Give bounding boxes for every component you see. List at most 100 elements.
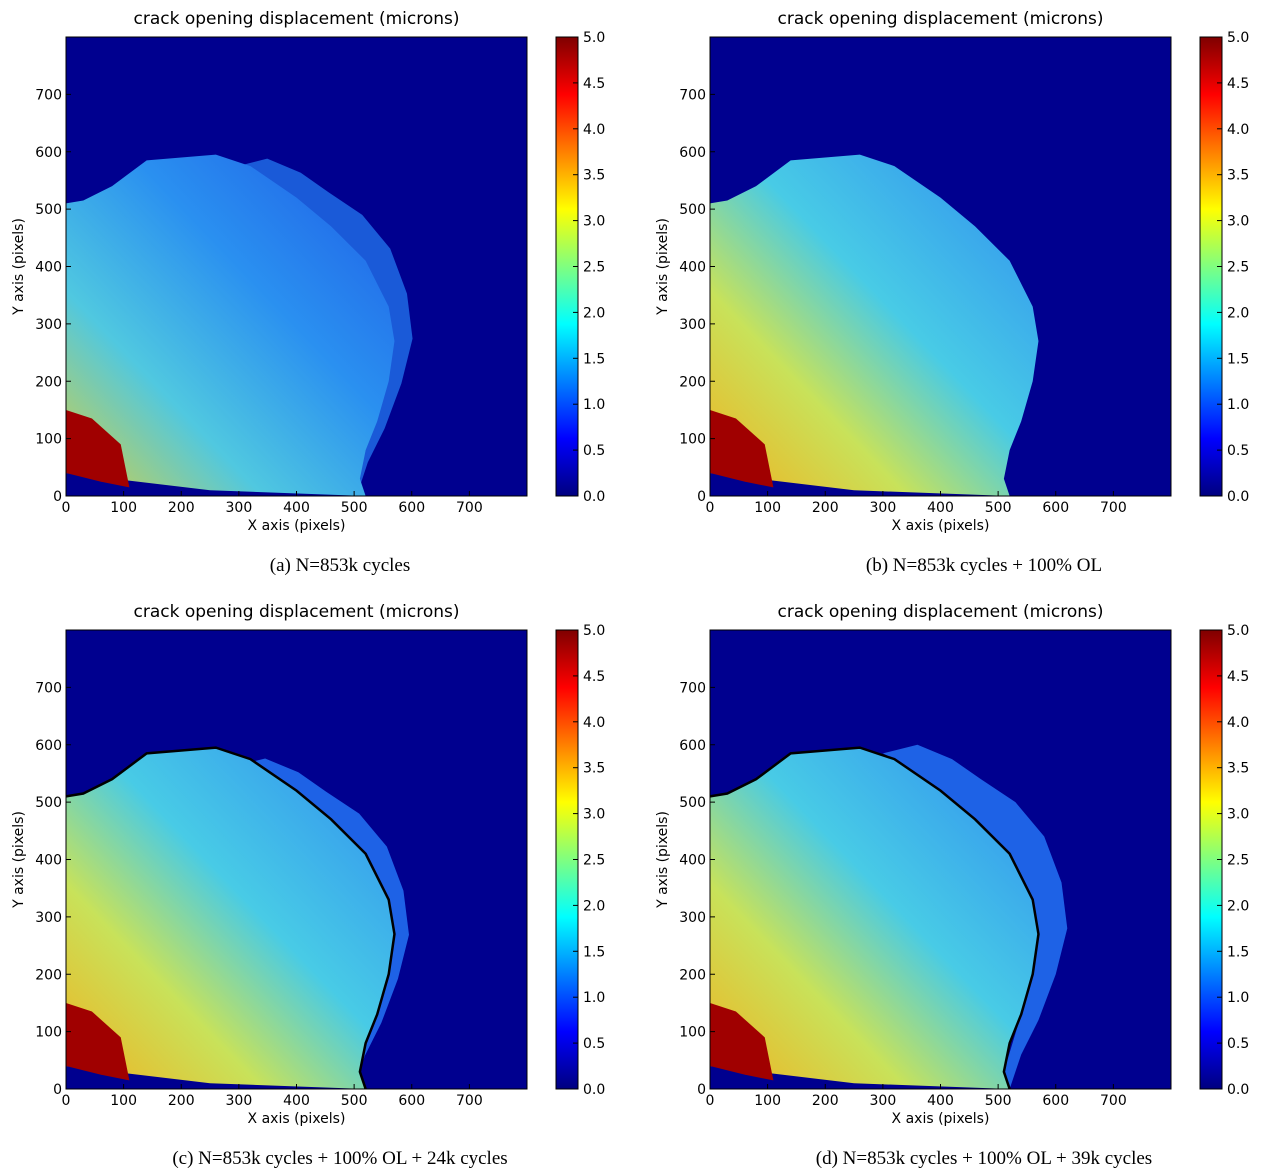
y-tick-label: 400 <box>35 853 62 869</box>
x-tick-label: 700 <box>456 500 483 516</box>
colorbar-tick-label: 4.0 <box>583 715 605 731</box>
y-tick-label: 100 <box>35 1025 62 1041</box>
colorbar-tick-label: 2.5 <box>1227 260 1249 276</box>
x-tick-label: 200 <box>168 500 195 516</box>
y-axis-label: Y axis (pixels) <box>11 811 27 909</box>
x-tick-label: 600 <box>398 500 425 516</box>
x-tick-label: 700 <box>1100 1093 1127 1109</box>
colorbar-tick-label: 3.0 <box>1227 214 1249 230</box>
y-axis-label: Y axis (pixels) <box>11 218 27 316</box>
colorbar-tick-label: 4.0 <box>1227 715 1249 731</box>
x-tick-label: 100 <box>754 500 781 516</box>
x-axis-label: X axis (pixels) <box>248 518 346 534</box>
x-tick-label: 500 <box>985 500 1012 516</box>
y-tick-label: 300 <box>35 317 62 333</box>
colorbar-tick-label: 5.0 <box>1227 30 1249 46</box>
caption: (d) N=853k cycles + 100% OL + 39k cycles <box>816 1148 1152 1168</box>
x-tick-label: 0 <box>62 1093 71 1109</box>
y-tick-label: 200 <box>679 374 706 390</box>
x-tick-label: 200 <box>812 1093 839 1109</box>
colorbar-tick-label: 1.0 <box>1227 397 1249 413</box>
y-axis-label: Y axis (pixels) <box>655 218 671 316</box>
y-tick-label: 400 <box>679 853 706 869</box>
y-tick-label: 100 <box>679 432 706 448</box>
x-tick-label: 300 <box>870 500 897 516</box>
colorbar-tick-label: 3.0 <box>583 214 605 230</box>
colorbar-tick-label: 2.5 <box>583 853 605 869</box>
colorbar-tick-label: 4.0 <box>1227 122 1249 138</box>
y-tick-label: 400 <box>679 260 706 276</box>
y-tick-label: 700 <box>679 87 706 103</box>
x-tick-label: 600 <box>1042 1093 1069 1109</box>
y-tick-label: 600 <box>35 738 62 754</box>
x-tick-label: 300 <box>226 1093 253 1109</box>
x-tick-label: 0 <box>706 1093 715 1109</box>
y-tick-label: 300 <box>35 910 62 926</box>
crack-fringe <box>233 158 413 496</box>
colorbar-tick-label: 4.5 <box>1227 669 1249 685</box>
x-axis-label: X axis (pixels) <box>892 1111 990 1127</box>
colorbar-tick-label: 5.0 <box>1227 623 1249 639</box>
caption: (b) N=853k cycles + 100% OL <box>866 555 1102 576</box>
colorbar-tick-label: 1.5 <box>583 351 605 367</box>
y-tick-label: 100 <box>35 432 62 448</box>
x-tick-label: 100 <box>110 1093 137 1109</box>
colorbar-tick-label: 3.5 <box>1227 168 1249 184</box>
y-tick-label: 0 <box>697 489 706 505</box>
x-tick-label: 0 <box>62 500 71 516</box>
y-tick-label: 700 <box>679 680 706 696</box>
y-tick-label: 600 <box>35 145 62 161</box>
x-tick-label: 700 <box>456 1093 483 1109</box>
x-axis-label: X axis (pixels) <box>892 518 990 534</box>
crack-fringe <box>882 744 1068 1089</box>
crack-corner <box>710 409 774 488</box>
colorbar-tick-label: 0.0 <box>1227 489 1249 505</box>
y-tick-label: 400 <box>35 260 62 276</box>
y-tick-label: 700 <box>35 680 62 696</box>
chart-title: crack opening displacement (microns) <box>778 602 1104 622</box>
colorbar-tick-label: 0.5 <box>583 443 605 459</box>
y-tick-label: 600 <box>679 738 706 754</box>
colorbar-tick-label: 3.0 <box>583 807 605 823</box>
colorbar-tick-label: 2.0 <box>583 898 605 914</box>
x-tick-label: 500 <box>341 1093 368 1109</box>
y-tick-label: 500 <box>35 795 62 811</box>
x-tick-label: 400 <box>283 1093 310 1109</box>
chart-title: crack opening displacement (microns) <box>134 602 460 622</box>
crack-front <box>709 746 1040 1090</box>
y-tick-label: 500 <box>35 202 62 218</box>
colorbar-tick-label: 3.0 <box>1227 807 1249 823</box>
x-tick-label: 400 <box>283 500 310 516</box>
y-tick-label: 0 <box>697 1082 706 1098</box>
x-tick-label: 700 <box>1100 500 1127 516</box>
colorbar-tick-label: 4.0 <box>583 122 605 138</box>
y-tick-label: 100 <box>679 1025 706 1041</box>
y-tick-label: 0 <box>53 489 62 505</box>
crack-region <box>66 747 395 1089</box>
crack-corner <box>66 1002 130 1081</box>
x-tick-label: 600 <box>398 1093 425 1109</box>
y-tick-label: 200 <box>679 967 706 983</box>
y-tick-label: 0 <box>53 1082 62 1098</box>
x-tick-label: 100 <box>110 500 137 516</box>
y-tick-label: 600 <box>679 145 706 161</box>
colorbar-tick-label: 3.5 <box>1227 761 1249 777</box>
colorbar-tick-label: 2.0 <box>1227 898 1249 914</box>
x-tick-label: 600 <box>1042 500 1069 516</box>
chart-title: crack opening displacement (microns) <box>134 9 460 29</box>
crack-fringe <box>231 758 409 1089</box>
colorbar-tick-label: 1.5 <box>1227 944 1249 960</box>
colorbar-tick-label: 2.5 <box>583 260 605 276</box>
chart-title: crack opening displacement (microns) <box>778 9 1104 29</box>
y-axis-label: Y axis (pixels) <box>655 811 671 909</box>
y-tick-label: 300 <box>679 910 706 926</box>
colorbar-tick-label: 0.0 <box>583 489 605 505</box>
y-tick-label: 300 <box>679 317 706 333</box>
y-tick-label: 500 <box>679 202 706 218</box>
x-tick-label: 500 <box>985 1093 1012 1109</box>
x-tick-label: 100 <box>754 1093 781 1109</box>
y-tick-label: 200 <box>35 967 62 983</box>
colorbar-tick-label: 0.5 <box>1227 443 1249 459</box>
colorbar-tick-label: 2.0 <box>1227 305 1249 321</box>
